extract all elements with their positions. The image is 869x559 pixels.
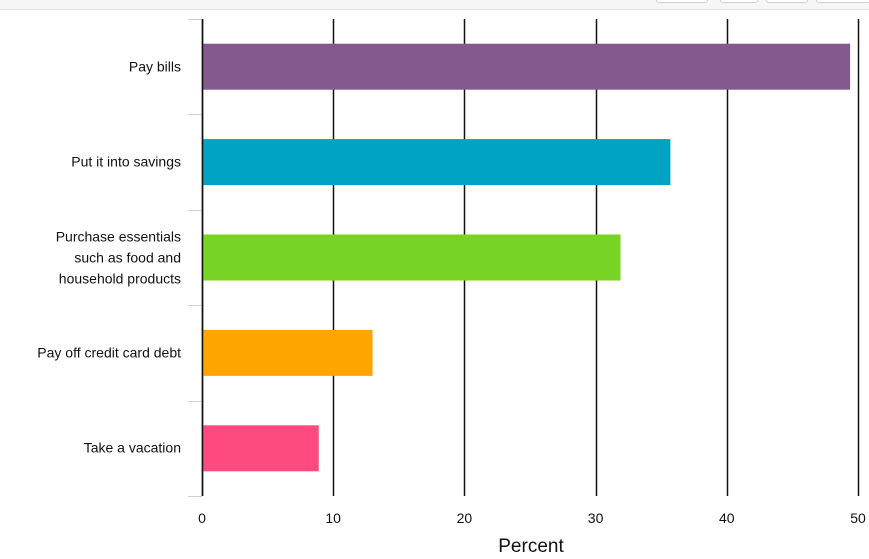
toolbar-button[interactable] [720,0,758,3]
category-label: Pay off credit card debt [37,344,181,361]
x-tick-label: 40 [719,510,735,526]
x-tick-label: 10 [325,510,341,526]
browser-toolbar-strip [0,0,869,10]
bar-2 [202,234,621,281]
toolbar-button[interactable] [766,0,808,3]
category-label: Put it into savings [71,153,181,170]
category-label: Take a vacation [83,439,181,456]
bar-1 [202,139,671,186]
x-axis-title: Percent [498,536,564,557]
category-label: Pay bills [128,58,181,75]
toolbar-button[interactable] [656,0,708,3]
x-tick-label: 20 [456,510,473,526]
x-tick-label: 30 [587,510,604,526]
x-tick-label: 0 [198,510,206,526]
category-label: Purchase essentials such as food and hou… [55,228,181,286]
bar-0 [202,43,851,90]
bar-3 [202,329,373,376]
bar-4 [202,425,319,472]
toolbar-button[interactable] [816,0,869,3]
x-tick-label: 50 [850,510,866,526]
